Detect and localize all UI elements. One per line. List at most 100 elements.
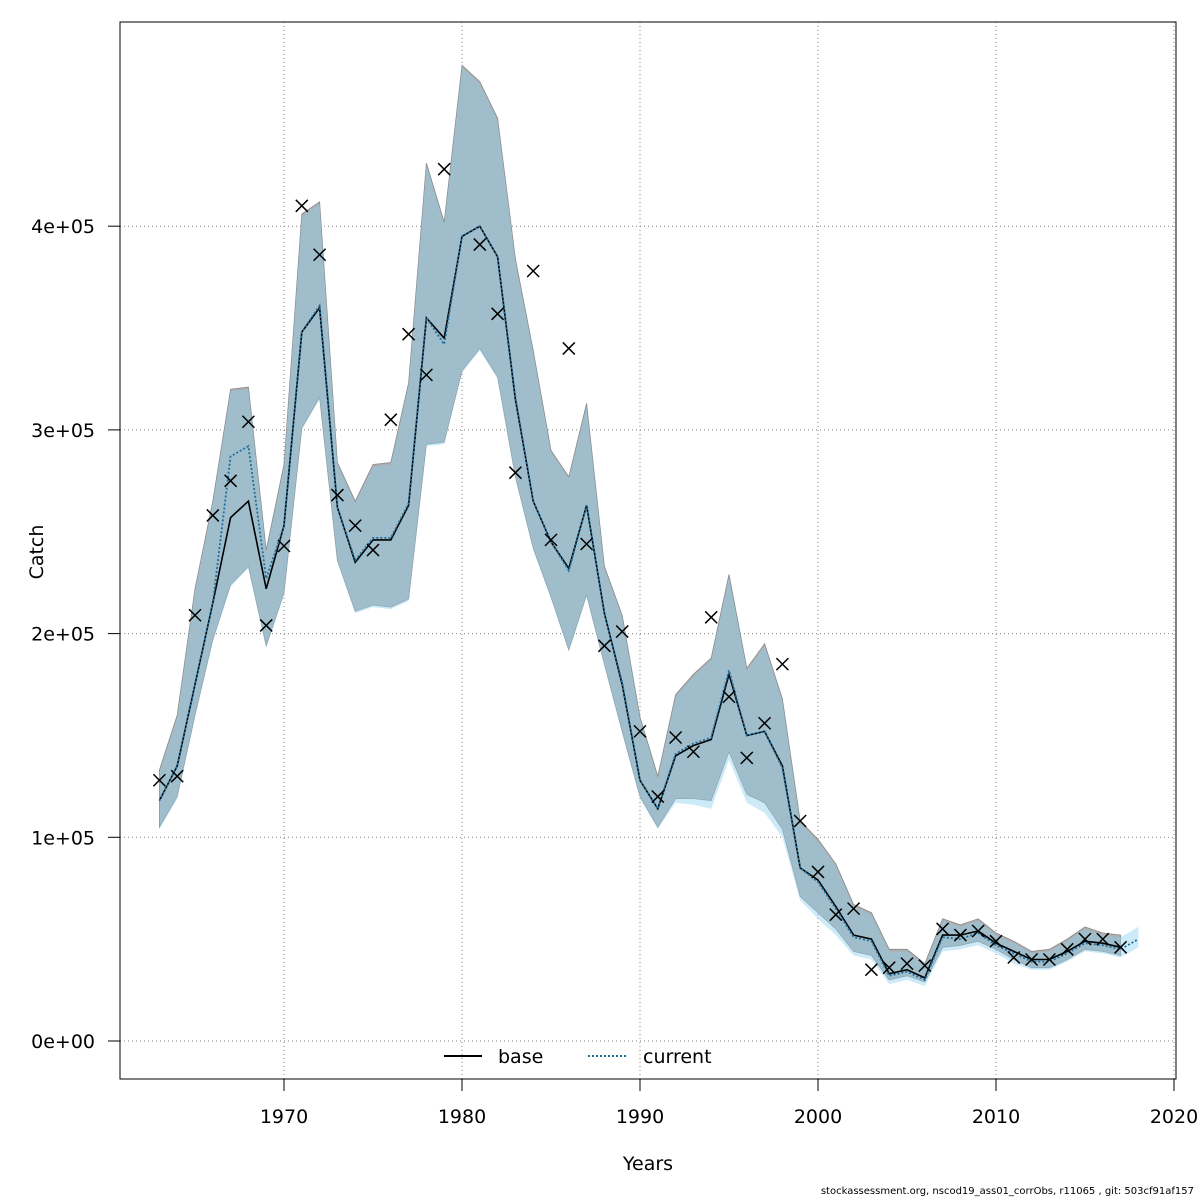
observation-cross-b bbox=[1078, 932, 1092, 946]
observation-cross-b bbox=[989, 934, 1003, 948]
observation-cross-b bbox=[740, 751, 754, 765]
observation-point bbox=[740, 751, 754, 765]
observation-markers bbox=[152, 162, 1128, 977]
observation-point bbox=[882, 961, 896, 975]
grid-lines bbox=[120, 22, 1176, 1079]
observation-point bbox=[704, 610, 718, 624]
y-tick-label: 4e+05 bbox=[31, 216, 95, 238]
observation-cross-b bbox=[491, 307, 505, 321]
observation-point bbox=[971, 924, 985, 938]
ci-band-base bbox=[158, 64, 1121, 983]
observation-point bbox=[936, 922, 950, 936]
observation-point bbox=[775, 657, 789, 671]
observation-point bbox=[366, 543, 380, 557]
observation-point bbox=[1078, 932, 1092, 946]
observation-point bbox=[758, 716, 772, 730]
observation-point bbox=[152, 773, 166, 787]
observation-point bbox=[562, 341, 576, 355]
observation-cross-b bbox=[1042, 952, 1056, 967]
observation-cross-b bbox=[402, 327, 416, 341]
observation-cross-b bbox=[384, 413, 398, 427]
observation-cross-b bbox=[758, 716, 772, 730]
observation-cross-b bbox=[704, 610, 718, 624]
observation-point bbox=[651, 790, 665, 804]
y-axis-label: Catch bbox=[26, 525, 48, 580]
observation-cross-b bbox=[366, 543, 380, 557]
observation-cross-b bbox=[651, 790, 665, 804]
observation-point bbox=[526, 264, 540, 278]
observation-cross-b bbox=[241, 415, 255, 429]
observation-cross-b bbox=[597, 639, 611, 653]
observation-point bbox=[580, 537, 594, 551]
observation-point bbox=[633, 724, 647, 738]
observation-cross-b bbox=[526, 264, 540, 278]
observation-cross-b bbox=[313, 248, 327, 262]
observation-cross-b bbox=[580, 537, 594, 551]
y-tick-label: 1e+05 bbox=[31, 827, 95, 849]
observation-cross-b bbox=[259, 618, 273, 632]
observation-point bbox=[615, 625, 629, 639]
observation-cross-b bbox=[152, 773, 166, 787]
observation-cross-b bbox=[953, 928, 967, 942]
x-tick-label: 2020 bbox=[1150, 1106, 1198, 1128]
observation-point bbox=[170, 769, 184, 783]
observation-point bbox=[402, 327, 416, 341]
observation-cross-b bbox=[882, 961, 896, 975]
observation-point bbox=[1025, 952, 1039, 967]
observation-point bbox=[811, 865, 825, 879]
observation-point bbox=[348, 519, 362, 533]
observation-cross-b bbox=[419, 368, 433, 382]
observation-cross-b bbox=[330, 488, 344, 502]
y-tick-label: 3e+05 bbox=[31, 420, 95, 442]
observation-cross-b bbox=[508, 466, 522, 480]
observation-point bbox=[864, 963, 878, 977]
observation-point bbox=[241, 415, 255, 429]
observation-point bbox=[900, 957, 914, 971]
observation-point bbox=[437, 162, 451, 176]
observation-point bbox=[829, 908, 843, 922]
observation-point bbox=[722, 690, 736, 704]
observation-point bbox=[793, 814, 807, 828]
observation-cross-b bbox=[971, 924, 985, 938]
observation-point bbox=[491, 307, 505, 321]
legend: base current bbox=[444, 1046, 712, 1068]
observation-point bbox=[1096, 932, 1110, 946]
x-tick-label: 2010 bbox=[972, 1106, 1020, 1128]
observation-cross-b bbox=[295, 199, 309, 213]
observation-point bbox=[384, 413, 398, 427]
observation-point bbox=[206, 508, 220, 522]
observation-cross-b bbox=[811, 865, 825, 879]
observation-cross-b bbox=[473, 238, 487, 252]
observation-point bbox=[847, 902, 861, 916]
x-tick-label: 1990 bbox=[616, 1106, 664, 1128]
observation-cross-b bbox=[900, 957, 914, 971]
observation-point bbox=[1114, 940, 1128, 954]
observation-point bbox=[313, 248, 327, 262]
observation-cross-b bbox=[1060, 942, 1074, 956]
observation-point bbox=[1042, 952, 1056, 967]
observation-point bbox=[259, 618, 273, 632]
y-tick-label: 2e+05 bbox=[31, 624, 95, 646]
x-tick-label: 1980 bbox=[438, 1106, 486, 1128]
observation-cross-b bbox=[437, 162, 451, 176]
observation-cross-b bbox=[633, 724, 647, 738]
y-tick-label: 0e+00 bbox=[31, 1031, 95, 1053]
x-axis-label: Years bbox=[622, 1153, 673, 1175]
observation-point bbox=[473, 238, 487, 252]
observation-cross-b bbox=[1025, 952, 1039, 967]
observation-point bbox=[953, 928, 967, 942]
observation-cross-b bbox=[1114, 940, 1128, 954]
observation-cross-b bbox=[170, 769, 184, 783]
observation-cross-b bbox=[918, 959, 932, 973]
observation-cross-b bbox=[188, 608, 202, 622]
observation-point bbox=[686, 745, 700, 759]
observation-point bbox=[1060, 942, 1074, 956]
observation-cross-b bbox=[544, 533, 558, 547]
axes: 1970 1980 1990 2000 2010 2020 0e+00 1e+05 2e+05 3… bbox=[31, 216, 1198, 1128]
observation-cross-b bbox=[1007, 950, 1021, 965]
observation-cross-b bbox=[1096, 932, 1110, 946]
observation-cross-b bbox=[206, 508, 220, 522]
observation-point bbox=[295, 199, 309, 213]
observation-cross-b bbox=[686, 745, 700, 759]
